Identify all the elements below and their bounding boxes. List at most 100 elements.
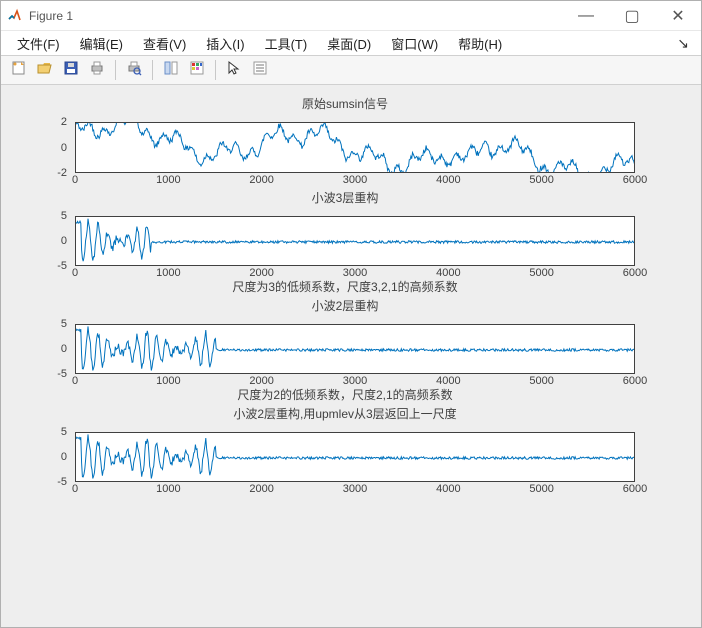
x-tick-label: 2000	[249, 375, 273, 387]
figure-area: 原始sumsin信号×10-6-202010002000300040005000…	[1, 85, 701, 627]
x-tick-label: 3000	[343, 375, 367, 387]
minimize-button[interactable]: —	[563, 1, 609, 31]
menu-desktop[interactable]: 桌面(D)	[317, 32, 381, 55]
x-tick-label: 4000	[436, 375, 460, 387]
close-icon: ✕	[671, 6, 684, 26]
menubar: 文件(F) 编辑(E) 查看(V) 插入(I) 工具(T) 桌面(D) 窗口(W…	[1, 31, 701, 55]
titlebar: Figure 1 — ▢ ✕	[1, 1, 701, 31]
data-tips-button[interactable]	[248, 58, 272, 82]
x-tick-label: 4000	[436, 483, 460, 495]
x-tick-label: 6000	[623, 483, 647, 495]
y-tick-label: -5	[57, 476, 67, 488]
y-ticks: -505	[17, 432, 71, 482]
x-tick-label: 5000	[529, 375, 553, 387]
menu-help[interactable]: 帮助(H)	[448, 32, 512, 55]
x-tick-label: 5000	[529, 267, 553, 279]
toolbar-separator	[115, 60, 116, 80]
x-ticks: 0100020003000400050006000	[75, 482, 635, 496]
y-tick-label: 0	[61, 142, 67, 154]
menu-file[interactable]: 文件(F)	[7, 32, 70, 55]
menu-edit[interactable]: 编辑(E)	[70, 32, 133, 55]
axes[interactable]	[75, 324, 635, 374]
subplot-title: 原始sumsin信号	[17, 97, 673, 112]
y-tick-label: 2	[61, 116, 67, 128]
y-tick-label: -2	[57, 167, 67, 179]
menu-window[interactable]: 窗口(W)	[381, 32, 448, 55]
link-icon	[163, 60, 179, 81]
x-ticks: 0100020003000400050006000	[75, 374, 635, 388]
print-preview-icon	[126, 60, 142, 81]
subplot: 原始sumsin信号×10-6-202010002000300040005000…	[17, 97, 673, 187]
window-title: Figure 1	[29, 9, 73, 23]
x-ticks: 0100020003000400050006000	[75, 266, 635, 280]
new-figure-button[interactable]	[7, 58, 31, 82]
print-button[interactable]	[85, 58, 109, 82]
y-tick-label: 0	[61, 451, 67, 463]
data-tips-icon	[252, 60, 268, 81]
signal-line	[76, 433, 635, 482]
axes[interactable]	[75, 216, 635, 266]
figure-window: Figure 1 — ▢ ✕ 文件(F) 编辑(E) 查看(V) 插入(I) 工…	[0, 0, 702, 628]
axes[interactable]	[75, 122, 635, 173]
y-ticks: -505	[17, 324, 71, 374]
x-tick-label: 2000	[249, 483, 273, 495]
dock-arrow-icon[interactable]: ↘	[677, 35, 695, 52]
signal-line	[76, 123, 635, 173]
maximize-button[interactable]: ▢	[609, 1, 655, 31]
x-tick-label: 6000	[623, 267, 647, 279]
subplot: 小波2层重构×10-6-5050100020003000400050006000…	[17, 299, 673, 403]
menu-tools[interactable]: 工具(T)	[255, 32, 318, 55]
print-icon	[89, 60, 105, 81]
y-tick-label: -5	[57, 260, 67, 272]
menu-view[interactable]: 查看(V)	[133, 32, 196, 55]
signal-line	[76, 217, 635, 266]
subplot-xlabel: 尺度为3的低频系数，尺度3,2,1的高频系数	[17, 280, 673, 295]
menu-insert[interactable]: 插入(I)	[196, 32, 254, 55]
subplot-title: 小波2层重构	[17, 299, 673, 314]
save-icon	[63, 60, 79, 81]
y-tick-label: 5	[61, 210, 67, 222]
plot-wrap: ×10-6-5050100020003000400050006000	[75, 216, 673, 280]
matlab-icon	[7, 8, 23, 24]
figure-canvas: 原始sumsin信号×10-6-202010002000300040005000…	[5, 89, 697, 623]
x-tick-label: 5000	[529, 174, 553, 186]
open-icon	[37, 60, 53, 81]
x-ticks: 0100020003000400050006000	[75, 173, 635, 187]
toolbar-separator	[152, 60, 153, 80]
colorbar-button[interactable]	[185, 58, 209, 82]
x-tick-label: 1000	[156, 375, 180, 387]
axes[interactable]	[75, 432, 635, 482]
subplot: 小波3层重构×10-6-5050100020003000400050006000…	[17, 191, 673, 295]
toolbar-separator	[215, 60, 216, 80]
y-tick-label: 0	[61, 343, 67, 355]
save-button[interactable]	[59, 58, 83, 82]
x-tick-label: 1000	[156, 483, 180, 495]
x-tick-label: 0	[72, 483, 78, 495]
x-tick-label: 0	[72, 375, 78, 387]
x-tick-label: 1000	[156, 267, 180, 279]
subplot: 小波2层重构,用upmlev从3层返回上一尺度×10-6-50501000200…	[17, 407, 673, 496]
subplot-title: 小波2层重构,用upmlev从3层返回上一尺度	[17, 407, 673, 422]
y-ticks: -202	[17, 122, 71, 173]
x-tick-label: 3000	[343, 174, 367, 186]
link-button[interactable]	[159, 58, 183, 82]
pointer-button[interactable]	[222, 58, 246, 82]
colorbar-icon	[189, 60, 205, 81]
plot-wrap: ×10-6-2020100020003000400050006000	[75, 122, 673, 187]
pointer-icon	[226, 60, 242, 81]
x-tick-label: 6000	[623, 375, 647, 387]
toolbar	[1, 55, 701, 85]
plot-wrap: ×10-6-5050100020003000400050006000	[75, 432, 673, 496]
x-tick-label: 3000	[343, 483, 367, 495]
subplot-title: 小波3层重构	[17, 191, 673, 206]
open-button[interactable]	[33, 58, 57, 82]
close-button[interactable]: ✕	[655, 1, 701, 31]
new-figure-icon	[11, 60, 27, 81]
x-tick-label: 2000	[249, 267, 273, 279]
minimize-icon: —	[578, 7, 594, 25]
x-tick-label: 2000	[249, 174, 273, 186]
x-tick-label: 0	[72, 174, 78, 186]
x-tick-label: 0	[72, 267, 78, 279]
print-preview-button[interactable]	[122, 58, 146, 82]
plot-wrap: ×10-6-5050100020003000400050006000	[75, 324, 673, 388]
